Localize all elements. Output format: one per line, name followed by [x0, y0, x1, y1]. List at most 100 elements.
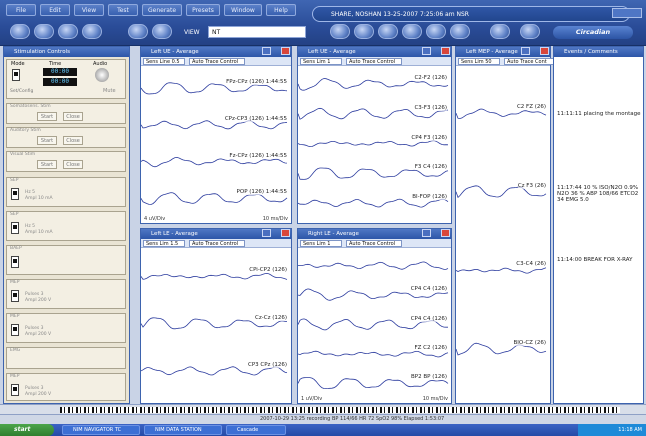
menu-bar: File Edit View Test Generate Presets Win…	[0, 0, 646, 46]
trace-label: POP (126) 1:44:55	[236, 189, 287, 196]
menu-window[interactable]: Window	[224, 4, 262, 16]
window-controls[interactable]	[612, 8, 642, 18]
toolbar-button-11[interactable]	[450, 24, 470, 39]
minimize-button[interactable]	[521, 47, 530, 55]
mute-label[interactable]: Mute	[103, 88, 116, 94]
close-button[interactable]	[281, 229, 290, 237]
trace-control-select[interactable]: Auto Trace Control	[189, 58, 245, 65]
slot-toggle[interactable]	[11, 384, 19, 396]
waveform-trace	[298, 288, 449, 301]
sensitivity-select[interactable]: Sens Lim 1.5	[143, 240, 185, 247]
minimize-button[interactable]	[422, 47, 431, 55]
trace-label: C2-F2 (126)	[414, 74, 447, 81]
minimize-button[interactable]	[422, 229, 431, 237]
close-button[interactable]: Close	[63, 160, 83, 169]
slot-toggle[interactable]	[11, 188, 19, 200]
toolbar-button-7[interactable]	[330, 24, 350, 39]
menu-edit[interactable]: Edit	[40, 4, 70, 16]
taskbar-item-3[interactable]: Cascade	[226, 425, 286, 435]
slot-param: Ampl 10 mA	[25, 230, 53, 235]
patient-title: SHARE, NOSHAN 13-25-2007 7:25:06 am NSR	[312, 6, 630, 22]
time-display-1: 00:00	[43, 68, 77, 76]
close-button[interactable]	[540, 47, 549, 55]
mode-toggle[interactable]	[12, 69, 20, 81]
sensitivity-select[interactable]: Sens Line 0.5	[143, 58, 185, 65]
menu-view[interactable]: View	[74, 4, 104, 16]
trace-label: Cz-Cz (126)	[255, 314, 287, 321]
toolbar-button-5[interactable]	[128, 24, 148, 39]
close-button[interactable]: Close	[63, 136, 83, 145]
waveform-trace	[456, 267, 547, 274]
window-toolbar: Sens Lim 1 Auto Trace Control	[298, 57, 451, 66]
close-button[interactable]	[441, 47, 450, 55]
toolbar-button-2[interactable]	[34, 24, 54, 39]
toolbar-button-6[interactable]	[152, 24, 172, 39]
close-button[interactable]: Close	[63, 112, 83, 121]
trace-control-select[interactable]: Auto Trace Control	[346, 58, 402, 65]
slot-name: Visual Stim	[10, 152, 36, 157]
menu-presets[interactable]: Presets	[186, 4, 220, 16]
slot-toggle[interactable]	[11, 290, 19, 302]
menu-test[interactable]: Test	[108, 4, 138, 16]
timeline-markers[interactable]	[60, 407, 620, 413]
help-button[interactable]	[520, 24, 540, 39]
minimize-button[interactable]	[262, 47, 271, 55]
toolbar-button-10[interactable]	[426, 24, 446, 39]
waveform-trace	[298, 350, 449, 358]
slot-toggle[interactable]	[11, 222, 19, 234]
waveform-window-1: Left UE - Average Sens Line 0.5 Auto Trace…	[140, 46, 292, 224]
waveform-window-5: Right LE - Average Sens Lim 1 Auto Trace C…	[297, 228, 452, 404]
waveform-trace	[456, 342, 547, 356]
close-button[interactable]	[281, 47, 290, 55]
waveform-plot	[298, 78, 449, 208]
view-select-value: NT	[212, 29, 221, 36]
menu-help[interactable]: Help	[266, 4, 296, 16]
sensitivity-select[interactable]: Sens Lim 1	[300, 58, 342, 65]
minimize-button[interactable]	[262, 229, 271, 237]
play-button[interactable]	[402, 24, 422, 39]
time-display-2: 00:00	[43, 78, 77, 86]
toolbar-button-12[interactable]	[490, 24, 510, 39]
start-button[interactable]: Start	[37, 136, 57, 145]
slot-param: Pulses 3	[25, 292, 44, 297]
menu-file[interactable]: File	[6, 4, 36, 16]
slot-name: BAEP	[10, 246, 22, 251]
timebase-label: 10 ms/Div	[262, 216, 288, 222]
toolbar-button-8[interactable]	[354, 24, 374, 39]
toolbar-button-3[interactable]	[58, 24, 78, 39]
event-time: 11:11:11	[557, 111, 582, 117]
audio-knob[interactable]	[95, 68, 109, 82]
stim-slot-6: BAEP	[6, 245, 126, 275]
menu-generate[interactable]: Generate	[142, 4, 182, 16]
sensitivity-select[interactable]: Sens Lim 50	[458, 58, 500, 65]
slot-name: Auditory Stim	[10, 128, 41, 133]
window-title: Left MEP - Average	[456, 47, 550, 57]
waveform-plot	[141, 272, 288, 376]
view-select[interactable]: NT	[208, 26, 306, 38]
timeline-scrollbar[interactable]	[0, 404, 646, 414]
taskbar-item-1[interactable]: NIM NAVIGATOR TC	[62, 425, 140, 435]
trace-control-select[interactable]: Auto Trace Control	[346, 240, 402, 247]
toolbar-button-1[interactable]	[10, 24, 30, 39]
start-button[interactable]: Start	[37, 112, 57, 121]
slot-param: Ampl 10 mA	[25, 196, 53, 201]
slot-toggle[interactable]	[11, 324, 19, 336]
taskbar-item-2[interactable]: NIM DATA STATION	[144, 425, 222, 435]
slot-toggle[interactable]	[11, 256, 19, 268]
stim-slot-2: Auditory Stim Start Close	[6, 127, 126, 148]
trace-label: FZ C2 (126)	[414, 344, 447, 351]
stim-header: Mode Time Audio 00:00 00:00 Mute Set/Con…	[6, 59, 126, 99]
close-button[interactable]	[441, 229, 450, 237]
trace-control-select[interactable]: Auto Trace Control	[189, 240, 245, 247]
sensitivity-select[interactable]: Sens Lim 1	[300, 240, 342, 247]
set-config-label[interactable]: Set/Config	[10, 89, 34, 94]
start-button[interactable]: Start	[37, 160, 57, 169]
slot-param: Ampl 200 V	[25, 298, 52, 303]
start-button[interactable]: start	[0, 424, 54, 436]
event-time: 11:14:00	[557, 257, 582, 263]
toolbar-button-9[interactable]	[378, 24, 398, 39]
event-note-3: 11:14:00 BREAK FOR X-RAY	[557, 257, 641, 263]
trace-control-select[interactable]: Auto Trace Cont	[504, 58, 560, 65]
toolbar-button-4[interactable]	[82, 24, 102, 39]
status-bar: 2007-10-29 13:25 recording BP 114/66 HR …	[0, 414, 646, 424]
